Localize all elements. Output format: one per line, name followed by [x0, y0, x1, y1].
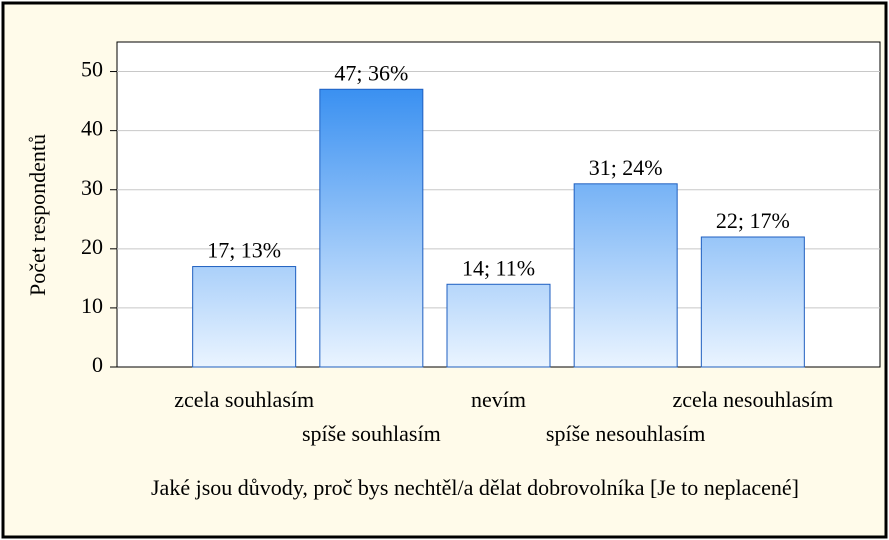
bar: [446, 283, 551, 368]
y-tick-label: 10: [81, 293, 103, 318]
x-tick-label: nevím: [471, 387, 526, 412]
bar: [319, 88, 424, 368]
bar: [192, 266, 297, 368]
y-tick-label: 30: [81, 175, 103, 200]
x-tick-label: zcela nesouhlasím: [672, 387, 833, 412]
data-label: 14; 11%: [462, 255, 535, 280]
y-axis-label: Počet respondentů: [25, 134, 50, 296]
x-tick-label: spíše souhlasím: [302, 421, 441, 446]
x-tick-label: spíše nesouhlasím: [546, 421, 706, 446]
data-label: 22; 17%: [716, 208, 790, 233]
bar: [700, 236, 805, 368]
bar: [573, 183, 678, 368]
y-tick-label: 20: [81, 234, 103, 259]
data-label: 17; 13%: [207, 238, 281, 263]
y-tick-label: 40: [81, 116, 103, 141]
data-label: 47; 36%: [334, 60, 408, 85]
x-axis-label: Jaké jsou důvody, proč bys nechtěl/a děl…: [151, 475, 799, 500]
y-tick-label: 50: [81, 57, 103, 82]
y-tick-label: 0: [92, 352, 103, 377]
data-label: 31; 24%: [589, 155, 663, 180]
x-tick-label: zcela souhlasím: [174, 387, 314, 412]
